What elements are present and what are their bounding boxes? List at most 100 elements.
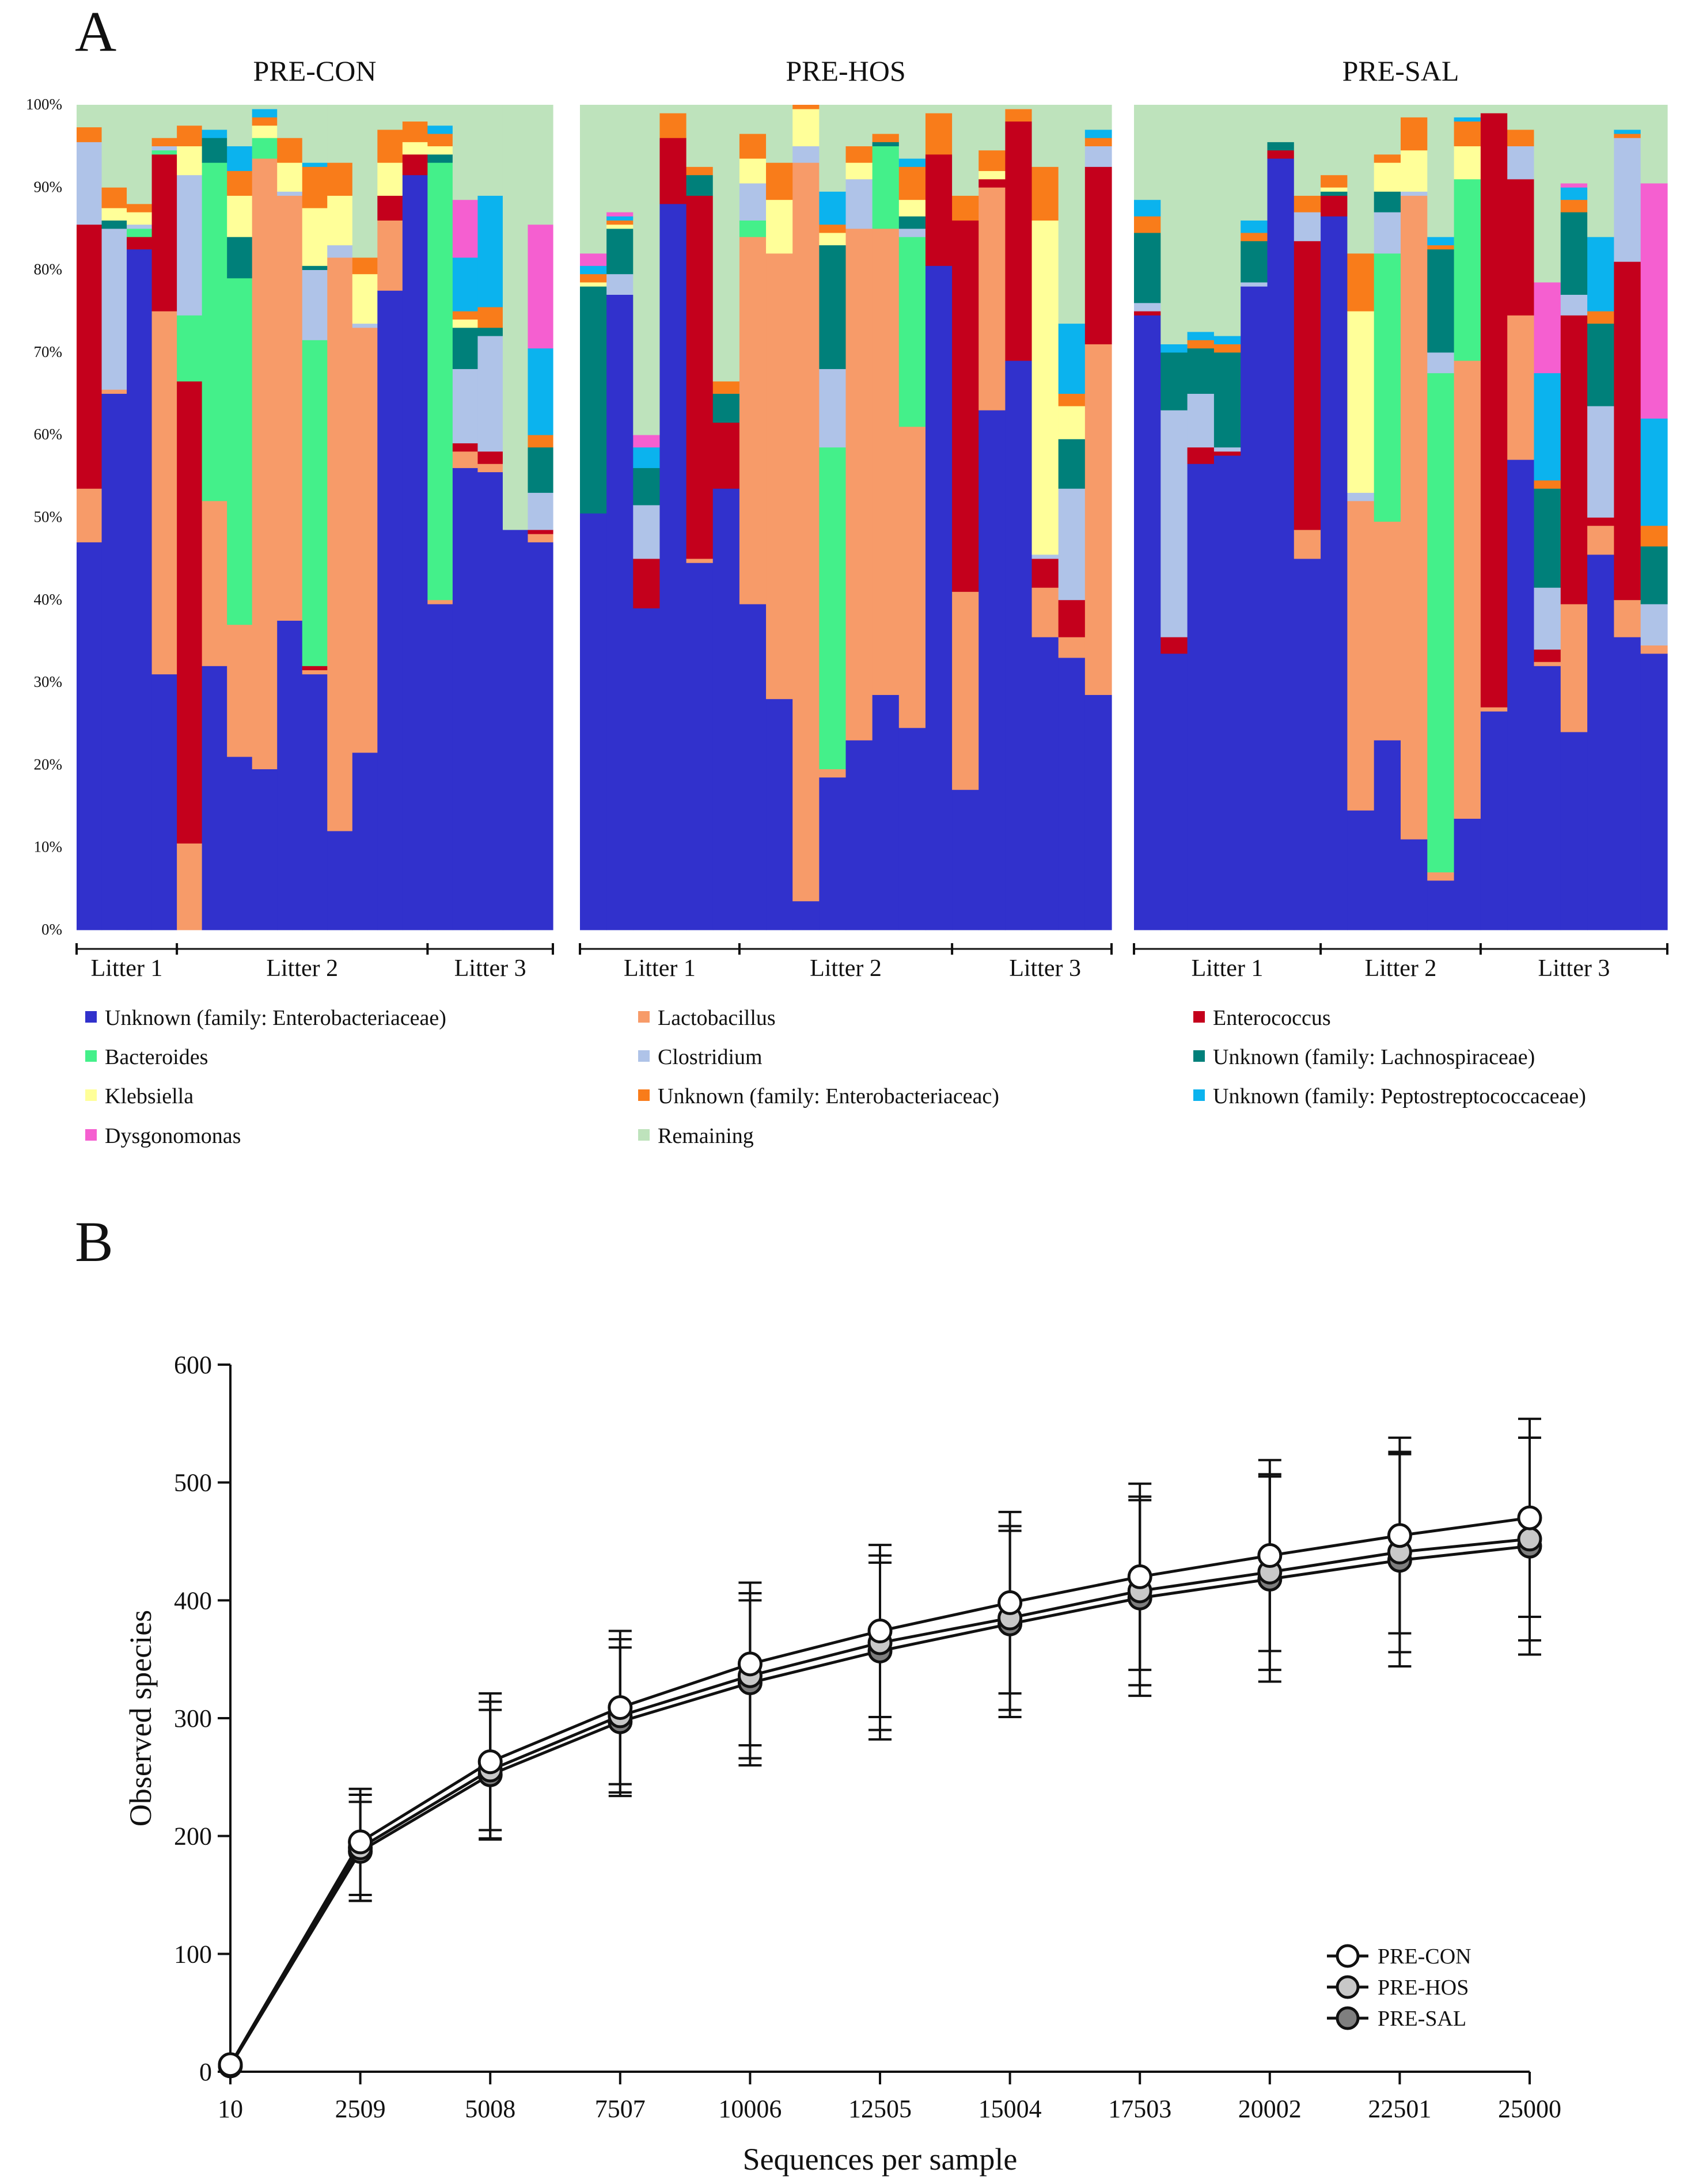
bar-segment-ent2 [819, 224, 847, 233]
bar-segment-bac [252, 138, 278, 159]
bar-sample [633, 105, 661, 930]
bar-segment-enc [127, 237, 153, 250]
bar-sample [1640, 105, 1668, 930]
bar-segment-clo [127, 224, 153, 229]
bar-segment-bac [177, 315, 203, 382]
panel-a: A 0% 10% 20% 30% 40% 50% 60% 70% 80% 90% 100% PRE-C… [26, 0, 1668, 982]
bar-segment-ent2 [1587, 311, 1614, 324]
bar-segment-clo [1374, 212, 1401, 254]
bar-segment-clo [1587, 406, 1614, 518]
bar-segment-lac [202, 500, 227, 666]
bar-segment-lach [872, 142, 900, 147]
bar-segment-enc [1560, 315, 1588, 605]
bar-segment-lach [528, 447, 553, 493]
data-point [608, 1695, 633, 1720]
bar-segment-lac [872, 228, 900, 695]
bar-segment-ent [302, 674, 328, 930]
bar-segment-clo [352, 323, 378, 328]
bar-segment-lach [1427, 249, 1455, 353]
bar-segment-pep [1640, 418, 1668, 526]
bar-segment-ent2 [1213, 344, 1241, 353]
bar-segment-ent [739, 603, 767, 930]
bar-segment-lach [1134, 233, 1161, 303]
bar-segment-lac [739, 237, 767, 605]
bar-segment-ent [659, 203, 687, 930]
bar-segment-pep [252, 109, 278, 117]
bar-segment-ent [712, 488, 740, 930]
bar-sample [580, 105, 607, 930]
legend-swatch [638, 1129, 650, 1141]
bar-sample [819, 105, 847, 930]
bar-segment-kle [819, 233, 847, 245]
bar-segment-rem [606, 105, 634, 212]
bar-segment-ent [819, 777, 847, 930]
bar-segment-ent2 [1187, 340, 1215, 349]
bar-sample [1241, 105, 1268, 930]
data-point [1257, 1543, 1283, 1568]
bar-segment-lac [1084, 344, 1112, 695]
legend-item-ent: Unknown (family: Enterobacteriaceae) [85, 1006, 446, 1030]
bar-segment-ent2 [177, 125, 203, 147]
bar-segment-ent2 [1347, 253, 1375, 312]
bar-segment-rem [227, 105, 253, 147]
bar-segment-ent [1241, 286, 1268, 930]
bar-segment-rem [1294, 105, 1321, 196]
bar-segment-kle [327, 195, 353, 246]
bar-panel: PRE-HOS Litter 1 Litter 2 Litter 3 [579, 55, 1113, 982]
bar-segment-clo [1058, 488, 1086, 601]
bar-segment-enc [1031, 559, 1059, 588]
bar-sample [77, 105, 103, 930]
bar-segment-ent [1347, 810, 1375, 930]
legend-marker [1336, 1975, 1360, 1999]
bar-sample [1084, 105, 1112, 930]
bar-segment-clo [606, 274, 634, 295]
bar-segment-rem [1640, 105, 1668, 184]
bar-segment-clo [1213, 447, 1241, 452]
legend-item-pep: Unknown (family: Peptostreptococcaceae) [1193, 1084, 1586, 1108]
bar-segment-rem [978, 105, 1006, 151]
bar-sample [686, 105, 714, 930]
bar-segment-kle [739, 158, 767, 184]
bar-segment-enc [377, 195, 403, 221]
bar-segment-ent [101, 393, 127, 930]
bar-segment-lach [1321, 191, 1348, 196]
bar-segment-clo [633, 505, 661, 559]
legend-swatch [1193, 1011, 1205, 1023]
bar-segment-bac [898, 237, 926, 427]
bar-segment-kle [1454, 146, 1481, 180]
bar-segment-pep [1241, 220, 1268, 233]
bar-segment-kle [606, 224, 634, 229]
x-tick-label: 22501 [1368, 2095, 1431, 2123]
y-tick-label: 70% [34, 343, 63, 360]
bar-segment-lac [227, 624, 253, 757]
bar-segment-rem [686, 105, 714, 167]
legend-label: PRE-HOS [1378, 1976, 1469, 2000]
bar-segment-dys [1640, 183, 1668, 419]
bar-sample [1587, 105, 1614, 930]
bar-segment-kle [1374, 162, 1401, 192]
bar-segment-dys [528, 224, 553, 349]
litter-label: Litter 1 [91, 955, 163, 982]
bar-sample [1560, 105, 1588, 930]
bar-sample [252, 105, 278, 930]
bar-segment-clo [1427, 352, 1455, 374]
bar-segment-ent [377, 290, 403, 930]
bar-segment-enc [1213, 451, 1241, 456]
bar-segment-clo [277, 191, 303, 196]
bar-segment-enc [925, 154, 953, 266]
bar-segment-ent [1084, 694, 1112, 930]
bar-sample [477, 105, 503, 930]
bar-segment-rem [502, 105, 529, 530]
bar-segment-bac [819, 447, 847, 769]
bar-segment-lac [1534, 662, 1561, 666]
bar-segment-ent [606, 294, 634, 930]
litter-label: Litter 2 [266, 955, 338, 982]
bar-segment-ent [477, 472, 503, 930]
bar-segment-lac [452, 451, 479, 468]
bar-segment-ent [1507, 459, 1535, 930]
legend-item-rem: Remaining [638, 1124, 754, 1148]
bar-segment-lac [1374, 521, 1401, 740]
bar-segment-pep [1084, 129, 1112, 138]
bar-segment-ent2 [77, 127, 103, 142]
